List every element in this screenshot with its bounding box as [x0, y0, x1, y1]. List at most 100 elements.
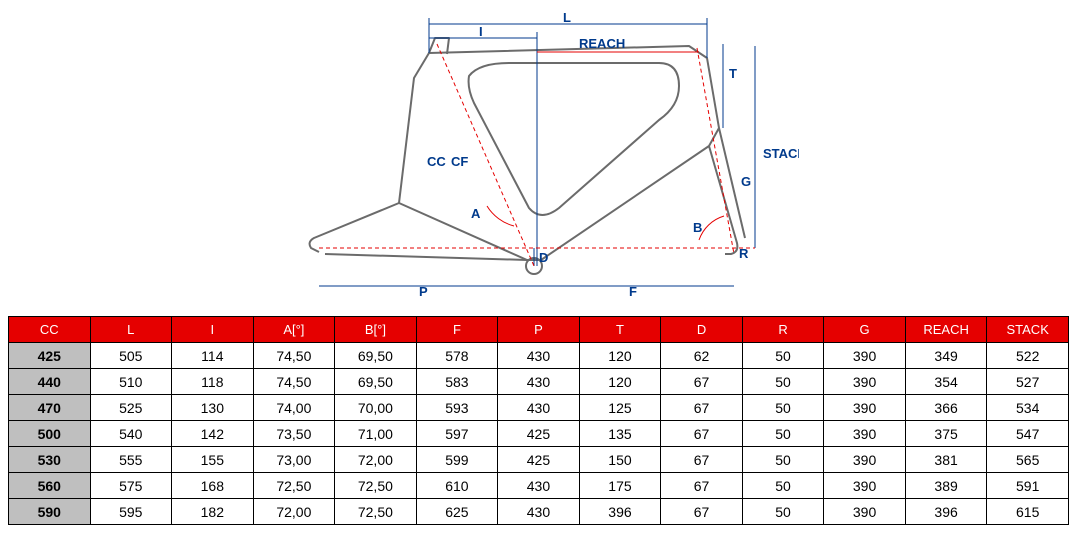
value-cell: 72,50 [335, 473, 417, 499]
value-cell: 625 [416, 499, 498, 525]
value-cell: 72,50 [335, 499, 417, 525]
value-cell: 522 [987, 343, 1069, 369]
value-cell: 67 [661, 369, 743, 395]
value-cell: 390 [824, 421, 906, 447]
column-header: STACK [987, 317, 1069, 343]
value-cell: 425 [498, 421, 580, 447]
value-cell: 114 [172, 343, 254, 369]
label-p: P [419, 284, 428, 298]
value-cell: 525 [90, 395, 172, 421]
table-header: CCLIA[°]B[°]FPTDRGREACHSTACK [9, 317, 1069, 343]
label-cf: CF [451, 154, 468, 169]
table-row: 42550511474,5069,50578430120625039034952… [9, 343, 1069, 369]
value-cell: 510 [90, 369, 172, 395]
label-r: R [739, 246, 749, 261]
size-cell: 590 [9, 499, 91, 525]
value-cell: 575 [90, 473, 172, 499]
value-cell: 390 [824, 473, 906, 499]
value-cell: 430 [498, 499, 580, 525]
value-cell: 130 [172, 395, 254, 421]
value-cell: 74,50 [253, 369, 335, 395]
label-i: I [479, 24, 483, 39]
value-cell: 396 [905, 499, 987, 525]
value-cell: 396 [579, 499, 661, 525]
table-row: 53055515573,0072,00599425150675039038156… [9, 447, 1069, 473]
value-cell: 142 [172, 421, 254, 447]
size-cell: 440 [9, 369, 91, 395]
value-cell: 425 [498, 447, 580, 473]
value-cell: 72,00 [335, 447, 417, 473]
value-cell: 390 [824, 343, 906, 369]
value-cell: 390 [824, 369, 906, 395]
value-cell: 50 [742, 447, 824, 473]
column-header: CC [9, 317, 91, 343]
value-cell: 430 [498, 473, 580, 499]
value-cell: 50 [742, 473, 824, 499]
column-header: D [661, 317, 743, 343]
value-cell: 390 [824, 447, 906, 473]
column-header: I [172, 317, 254, 343]
value-cell: 70,00 [335, 395, 417, 421]
value-cell: 595 [90, 499, 172, 525]
value-cell: 120 [579, 369, 661, 395]
value-cell: 67 [661, 421, 743, 447]
value-cell: 67 [661, 447, 743, 473]
value-cell: 555 [90, 447, 172, 473]
value-cell: 120 [579, 343, 661, 369]
value-cell: 118 [172, 369, 254, 395]
value-cell: 67 [661, 395, 743, 421]
label-g: G [741, 174, 751, 189]
value-cell: 62 [661, 343, 743, 369]
value-cell: 578 [416, 343, 498, 369]
value-cell: 50 [742, 421, 824, 447]
column-header: P [498, 317, 580, 343]
value-cell: 349 [905, 343, 987, 369]
value-cell: 547 [987, 421, 1069, 447]
value-cell: 599 [416, 447, 498, 473]
value-cell: 597 [416, 421, 498, 447]
value-cell: 50 [742, 369, 824, 395]
column-header: G [824, 317, 906, 343]
value-cell: 381 [905, 447, 987, 473]
value-cell: 390 [824, 395, 906, 421]
value-cell: 430 [498, 395, 580, 421]
value-cell: 125 [579, 395, 661, 421]
column-header: T [579, 317, 661, 343]
value-cell: 73,50 [253, 421, 335, 447]
label-t: T [729, 66, 737, 81]
value-cell: 593 [416, 395, 498, 421]
value-cell: 69,50 [335, 369, 417, 395]
label-b: B [693, 220, 702, 235]
value-cell: 375 [905, 421, 987, 447]
size-cell: 530 [9, 447, 91, 473]
value-cell: 430 [498, 343, 580, 369]
geometry-table: CCLIA[°]B[°]FPTDRGREACHSTACK 42550511474… [8, 316, 1069, 525]
value-cell: 74,50 [253, 343, 335, 369]
value-cell: 366 [905, 395, 987, 421]
value-cell: 69,50 [335, 343, 417, 369]
value-cell: 74,00 [253, 395, 335, 421]
table-row: 44051011874,5069,50583430120675039035452… [9, 369, 1069, 395]
value-cell: 534 [987, 395, 1069, 421]
value-cell: 71,00 [335, 421, 417, 447]
column-header: A[°] [253, 317, 335, 343]
value-cell: 182 [172, 499, 254, 525]
label-d: D [539, 250, 548, 265]
size-cell: 425 [9, 343, 91, 369]
table-row: 50054014273,5071,00597425135675039037554… [9, 421, 1069, 447]
value-cell: 610 [416, 473, 498, 499]
value-cell: 615 [987, 499, 1069, 525]
label-stack: STACK [763, 146, 799, 161]
frame-geometry-diagram: L I REACH T STACK G CC CF A B D P F R [8, 8, 1069, 298]
value-cell: 150 [579, 447, 661, 473]
column-header: R [742, 317, 824, 343]
value-cell: 591 [987, 473, 1069, 499]
label-cc: CC [427, 154, 446, 169]
value-cell: 50 [742, 499, 824, 525]
size-cell: 560 [9, 473, 91, 499]
value-cell: 155 [172, 447, 254, 473]
value-cell: 72,00 [253, 499, 335, 525]
column-header: F [416, 317, 498, 343]
column-header: B[°] [335, 317, 417, 343]
label-l: L [563, 10, 571, 25]
